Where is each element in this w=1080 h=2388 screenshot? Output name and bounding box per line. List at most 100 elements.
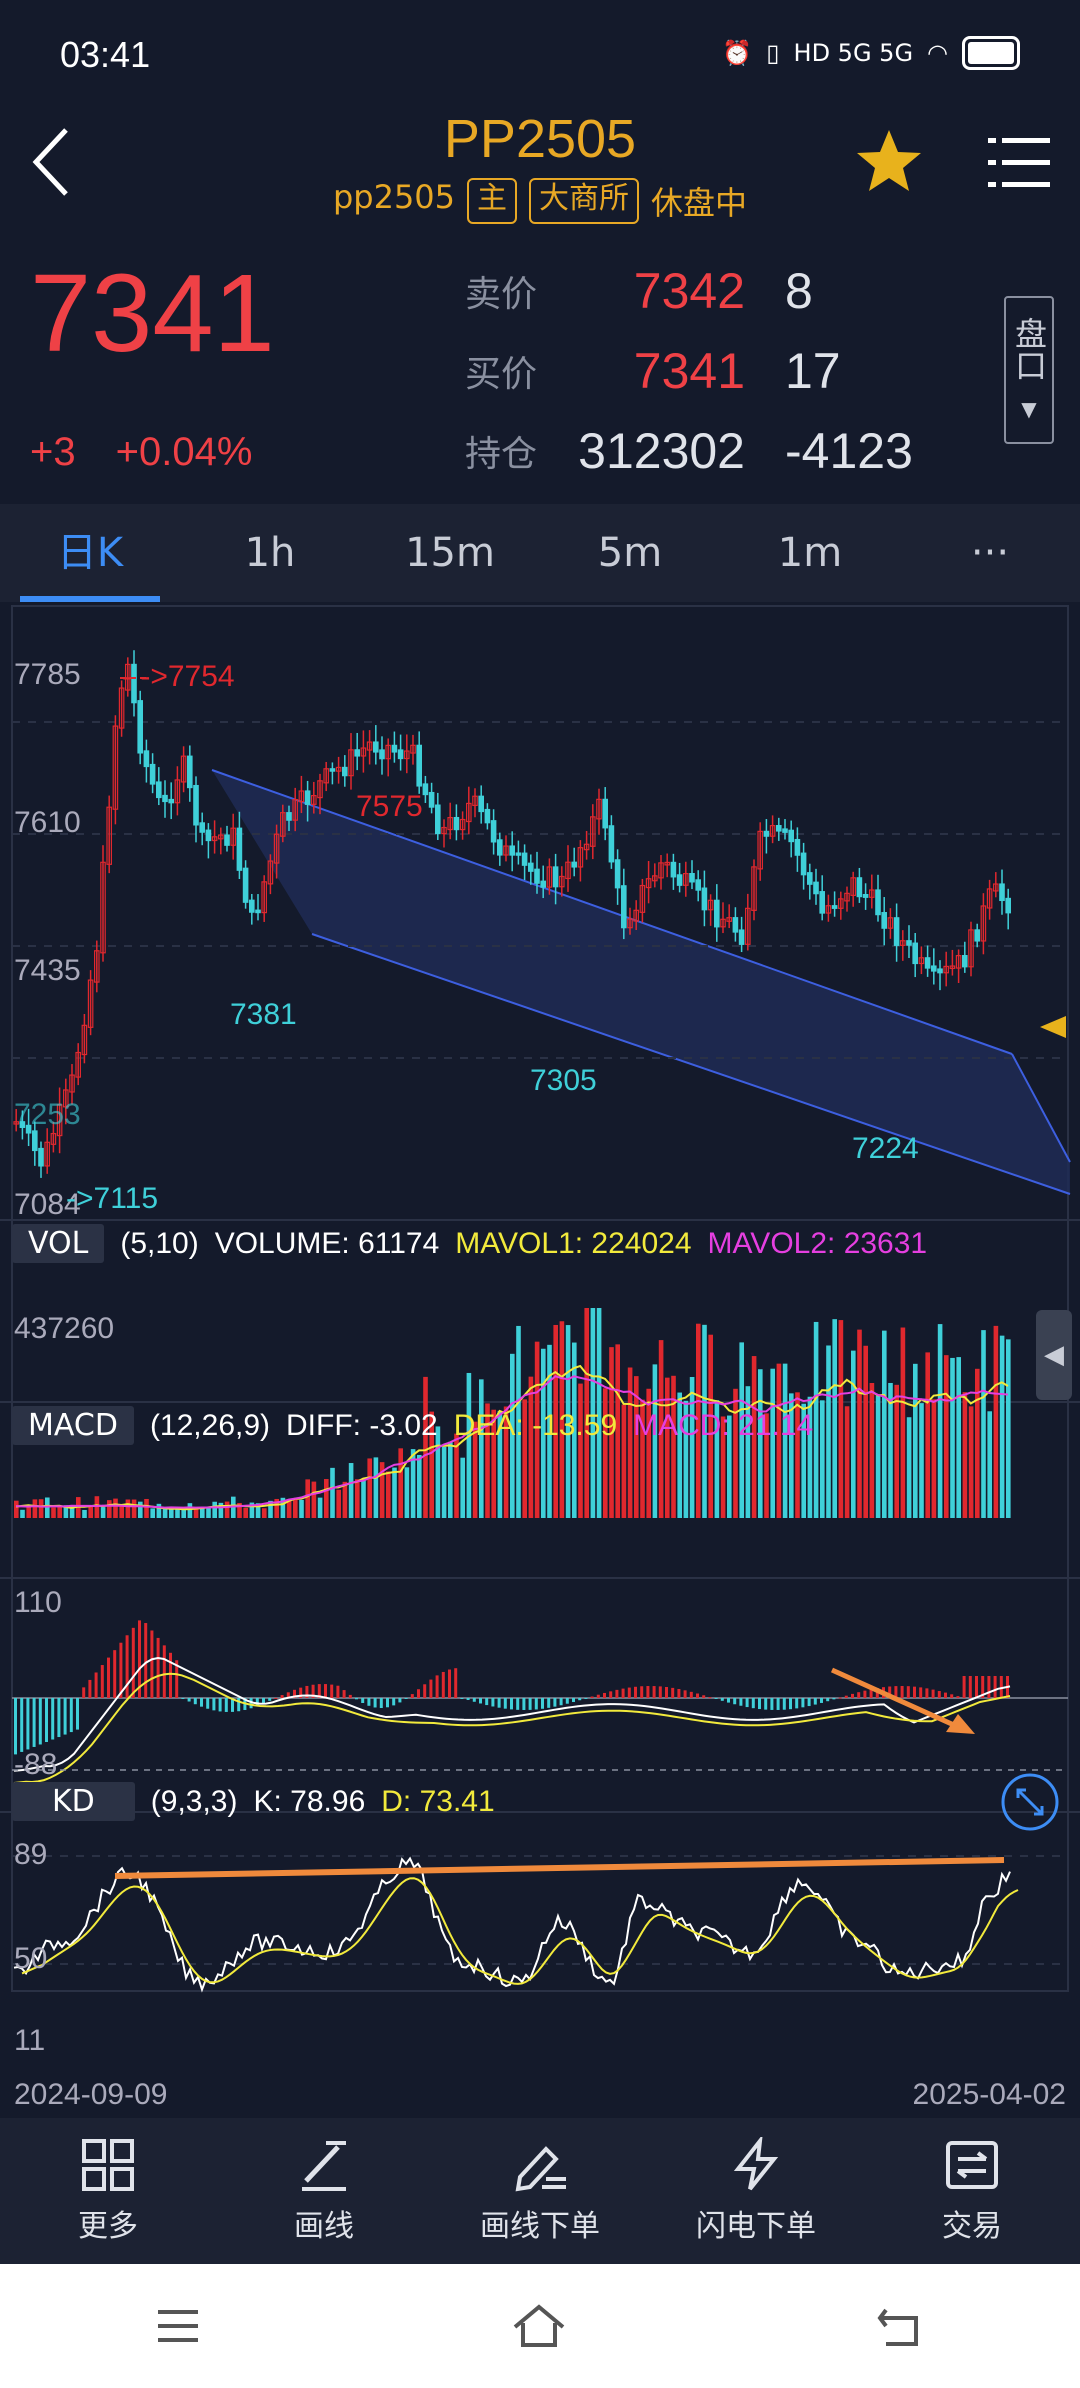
oi-label: 持仓 [465,434,538,475]
macd-bar [299,1687,303,1698]
tab-1m[interactable]: 1m [777,530,843,576]
back-nav-icon[interactable] [876,2304,926,2348]
volume-bar [113,1498,118,1518]
bid-volume: 17 [785,343,841,399]
macd-bar [466,1698,470,1700]
macd-bar [975,1676,978,1698]
candle-body [614,859,621,889]
macd-axis-label: -88 [14,1748,58,1781]
tab-5m[interactable]: 5m [597,530,663,576]
macd-bar [206,1698,210,1709]
macd-bar [69,1698,73,1733]
macd-bar [528,1698,532,1710]
macd-bar [392,1698,396,1706]
pankou-button[interactable]: 盘口 ▼ [1004,296,1054,444]
macd-bar [491,1698,495,1707]
volume-bar [739,1342,744,1518]
candle-body [422,783,429,796]
candle-body [168,798,175,804]
vol-indicator-button[interactable]: VOL [12,1224,105,1263]
candle-body [757,830,764,870]
home-nav-icon[interactable] [511,2303,567,2349]
macd-bar [801,1698,805,1708]
volume-bar [404,1467,410,1518]
star-icon[interactable] [854,126,924,196]
volume-bar [968,1406,974,1518]
macd-bar [950,1694,954,1698]
candle-body [19,1121,26,1128]
candle-body [249,899,255,913]
macd-bar [782,1698,786,1710]
candle-body [354,749,361,757]
macd-bar [94,1672,98,1698]
volume-bar [398,1448,403,1518]
collapse-panel-icon[interactable]: ◀ [1036,1310,1072,1400]
macd-bar [745,1698,749,1708]
macd-bar [373,1698,377,1708]
trade-button[interactable]: 交易 [864,2118,1080,2264]
volume-bar [510,1353,515,1518]
menu-icon[interactable] [988,134,1050,190]
candle-body [31,1130,38,1152]
k-line [13,1856,1011,1993]
more-button[interactable]: 更多 [0,2118,216,2264]
flash-order-button[interactable]: 闪电下单 [648,2118,864,2264]
macd-bar [646,1686,650,1698]
macd-bar [603,1692,606,1698]
draw-order-button[interactable]: 画线下单 [432,2118,648,2264]
exchange-tag: 大商所 [529,178,640,224]
tab-daily[interactable]: 日K [0,504,180,602]
contract-subtitle: pp2505 主 大商所 休盘中 [0,178,1080,224]
candle-body [955,955,962,969]
battery-icon [962,36,1020,70]
volume-bar [652,1364,658,1518]
volume-bar [472,1421,478,1518]
macd-bar [45,1698,48,1742]
candle-body [62,1089,69,1108]
page-title: PP2505 [443,109,637,169]
more-tabs-icon[interactable]: ··· [970,530,1010,576]
macd-bar [472,1698,476,1702]
volume-bar [844,1406,850,1518]
volume-bar [758,1369,763,1518]
volume-bar [541,1348,546,1518]
candle-body [763,830,770,837]
candle-body [856,877,863,898]
macd-bar [441,1671,445,1698]
candle-body [255,909,261,914]
candle-body [509,845,516,856]
candle-body [701,887,708,911]
macd-indicator-button[interactable]: MACD [12,1406,134,1445]
volume-bar [460,1457,465,1518]
volume-bar [280,1497,286,1518]
tab-1h[interactable]: 1h [244,530,296,576]
candle-body [769,825,776,837]
kd-panel [13,1856,1019,1993]
kline-chart[interactable]: 7785 7610 7435 7084 7253 - ->7754 ->7115… [0,602,1080,2117]
volume-bar [702,1324,707,1518]
candle-body [651,875,658,882]
volume-bar [745,1386,751,1518]
kd-indicator-button[interactable]: KD [12,1782,135,1821]
macd-bar [733,1698,737,1705]
back-icon[interactable] [24,122,84,202]
volume-bar [379,1462,385,1518]
candle-body [447,816,454,831]
volume-bar [491,1409,496,1518]
macd-bar [125,1635,129,1698]
macd-bar [770,1698,774,1710]
menu-nav-icon[interactable] [154,2306,202,2346]
candle-body [391,744,398,753]
candle-body [131,663,137,704]
volume-bar [392,1467,397,1518]
tab-15m[interactable]: 15m [405,530,495,576]
macd-bar [764,1698,768,1710]
volume-bar [305,1479,310,1518]
draw-line-button[interactable]: 画线 [216,2118,432,2264]
candle-body [143,750,150,768]
candle-body [899,940,906,946]
macd-bar [107,1657,110,1698]
volume-bar [975,1368,980,1518]
fullscreen-icon[interactable] [1000,1772,1060,1832]
volume-bar [931,1399,937,1518]
